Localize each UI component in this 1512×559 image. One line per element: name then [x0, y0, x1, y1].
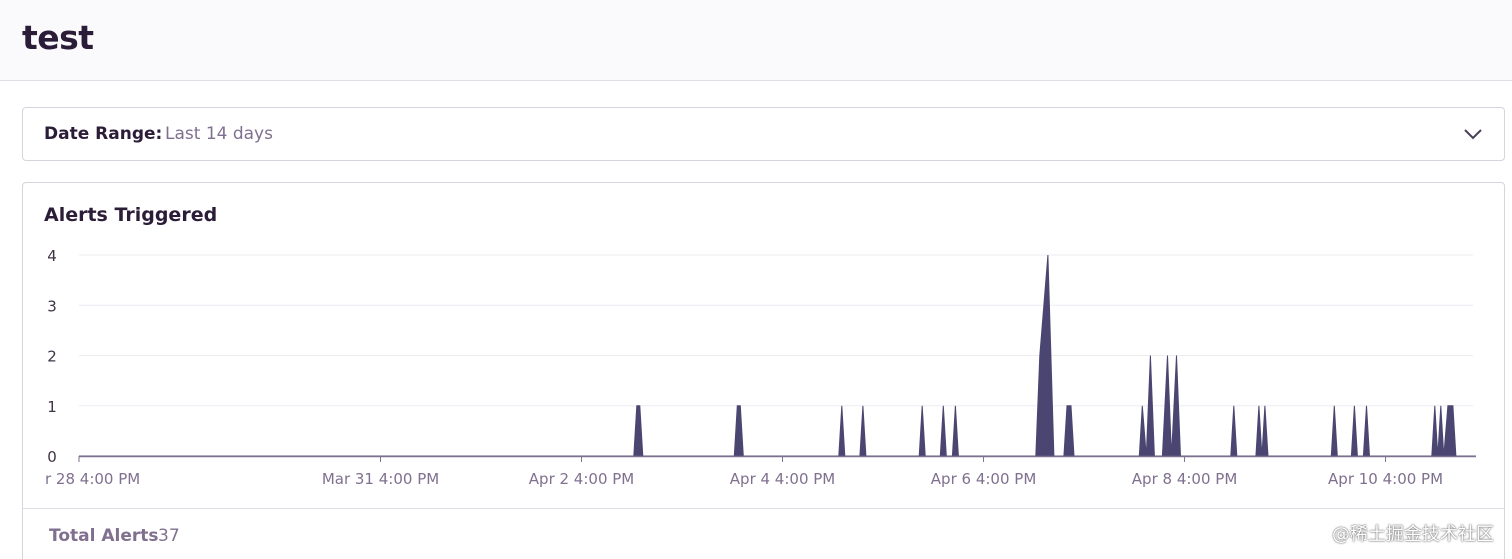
- x-tick-label: Apr 10 4:00 PM: [1328, 470, 1443, 488]
- x-tick-label: Apr 4 4:00 PM: [730, 470, 835, 488]
- panel-title: Alerts Triggered: [44, 204, 218, 226]
- watermark: @稀土掘金技术社区: [1332, 524, 1494, 545]
- date-range-selector[interactable]: Date Range: Last 14 days: [22, 107, 1505, 161]
- y-tick-label: 3: [47, 297, 57, 315]
- total-alerts-label: Total Alerts: [49, 526, 159, 546]
- alerts-chart: 0 1 2 3 4 r 28 4:00 PM Mar 31 4:00 PM Apr 2 4:0…: [45, 247, 1476, 488]
- y-tick-label: 4: [47, 247, 57, 265]
- date-range-label: Date Range:: [44, 124, 163, 144]
- y-tick-label: 0: [47, 448, 57, 466]
- y-tick-label: 2: [47, 348, 57, 366]
- panel-footer: Total Alerts 37: [23, 508, 1504, 559]
- x-tick-label: Apr 2 4:00 PM: [529, 470, 634, 488]
- y-tick-label: 1: [47, 398, 57, 416]
- x-tick-label: Mar 31 4:00 PM: [322, 470, 439, 488]
- page-title: test: [22, 18, 94, 57]
- x-tick-label: r 28 4:00 PM: [45, 470, 140, 488]
- chevron-down-icon[interactable]: [1464, 126, 1482, 140]
- page-header: test: [0, 0, 1512, 81]
- x-tick-label: Apr 8 4:00 PM: [1132, 470, 1237, 488]
- alerts-triggered-panel: Alerts Triggered 0 1 2 3 4 r 28 4:00 PM Mar 31…: [22, 182, 1505, 559]
- date-range-value: Last 14 days: [165, 124, 273, 144]
- x-tick-label: Apr 6 4:00 PM: [931, 470, 1036, 488]
- total-alerts-value: 37: [158, 526, 180, 546]
